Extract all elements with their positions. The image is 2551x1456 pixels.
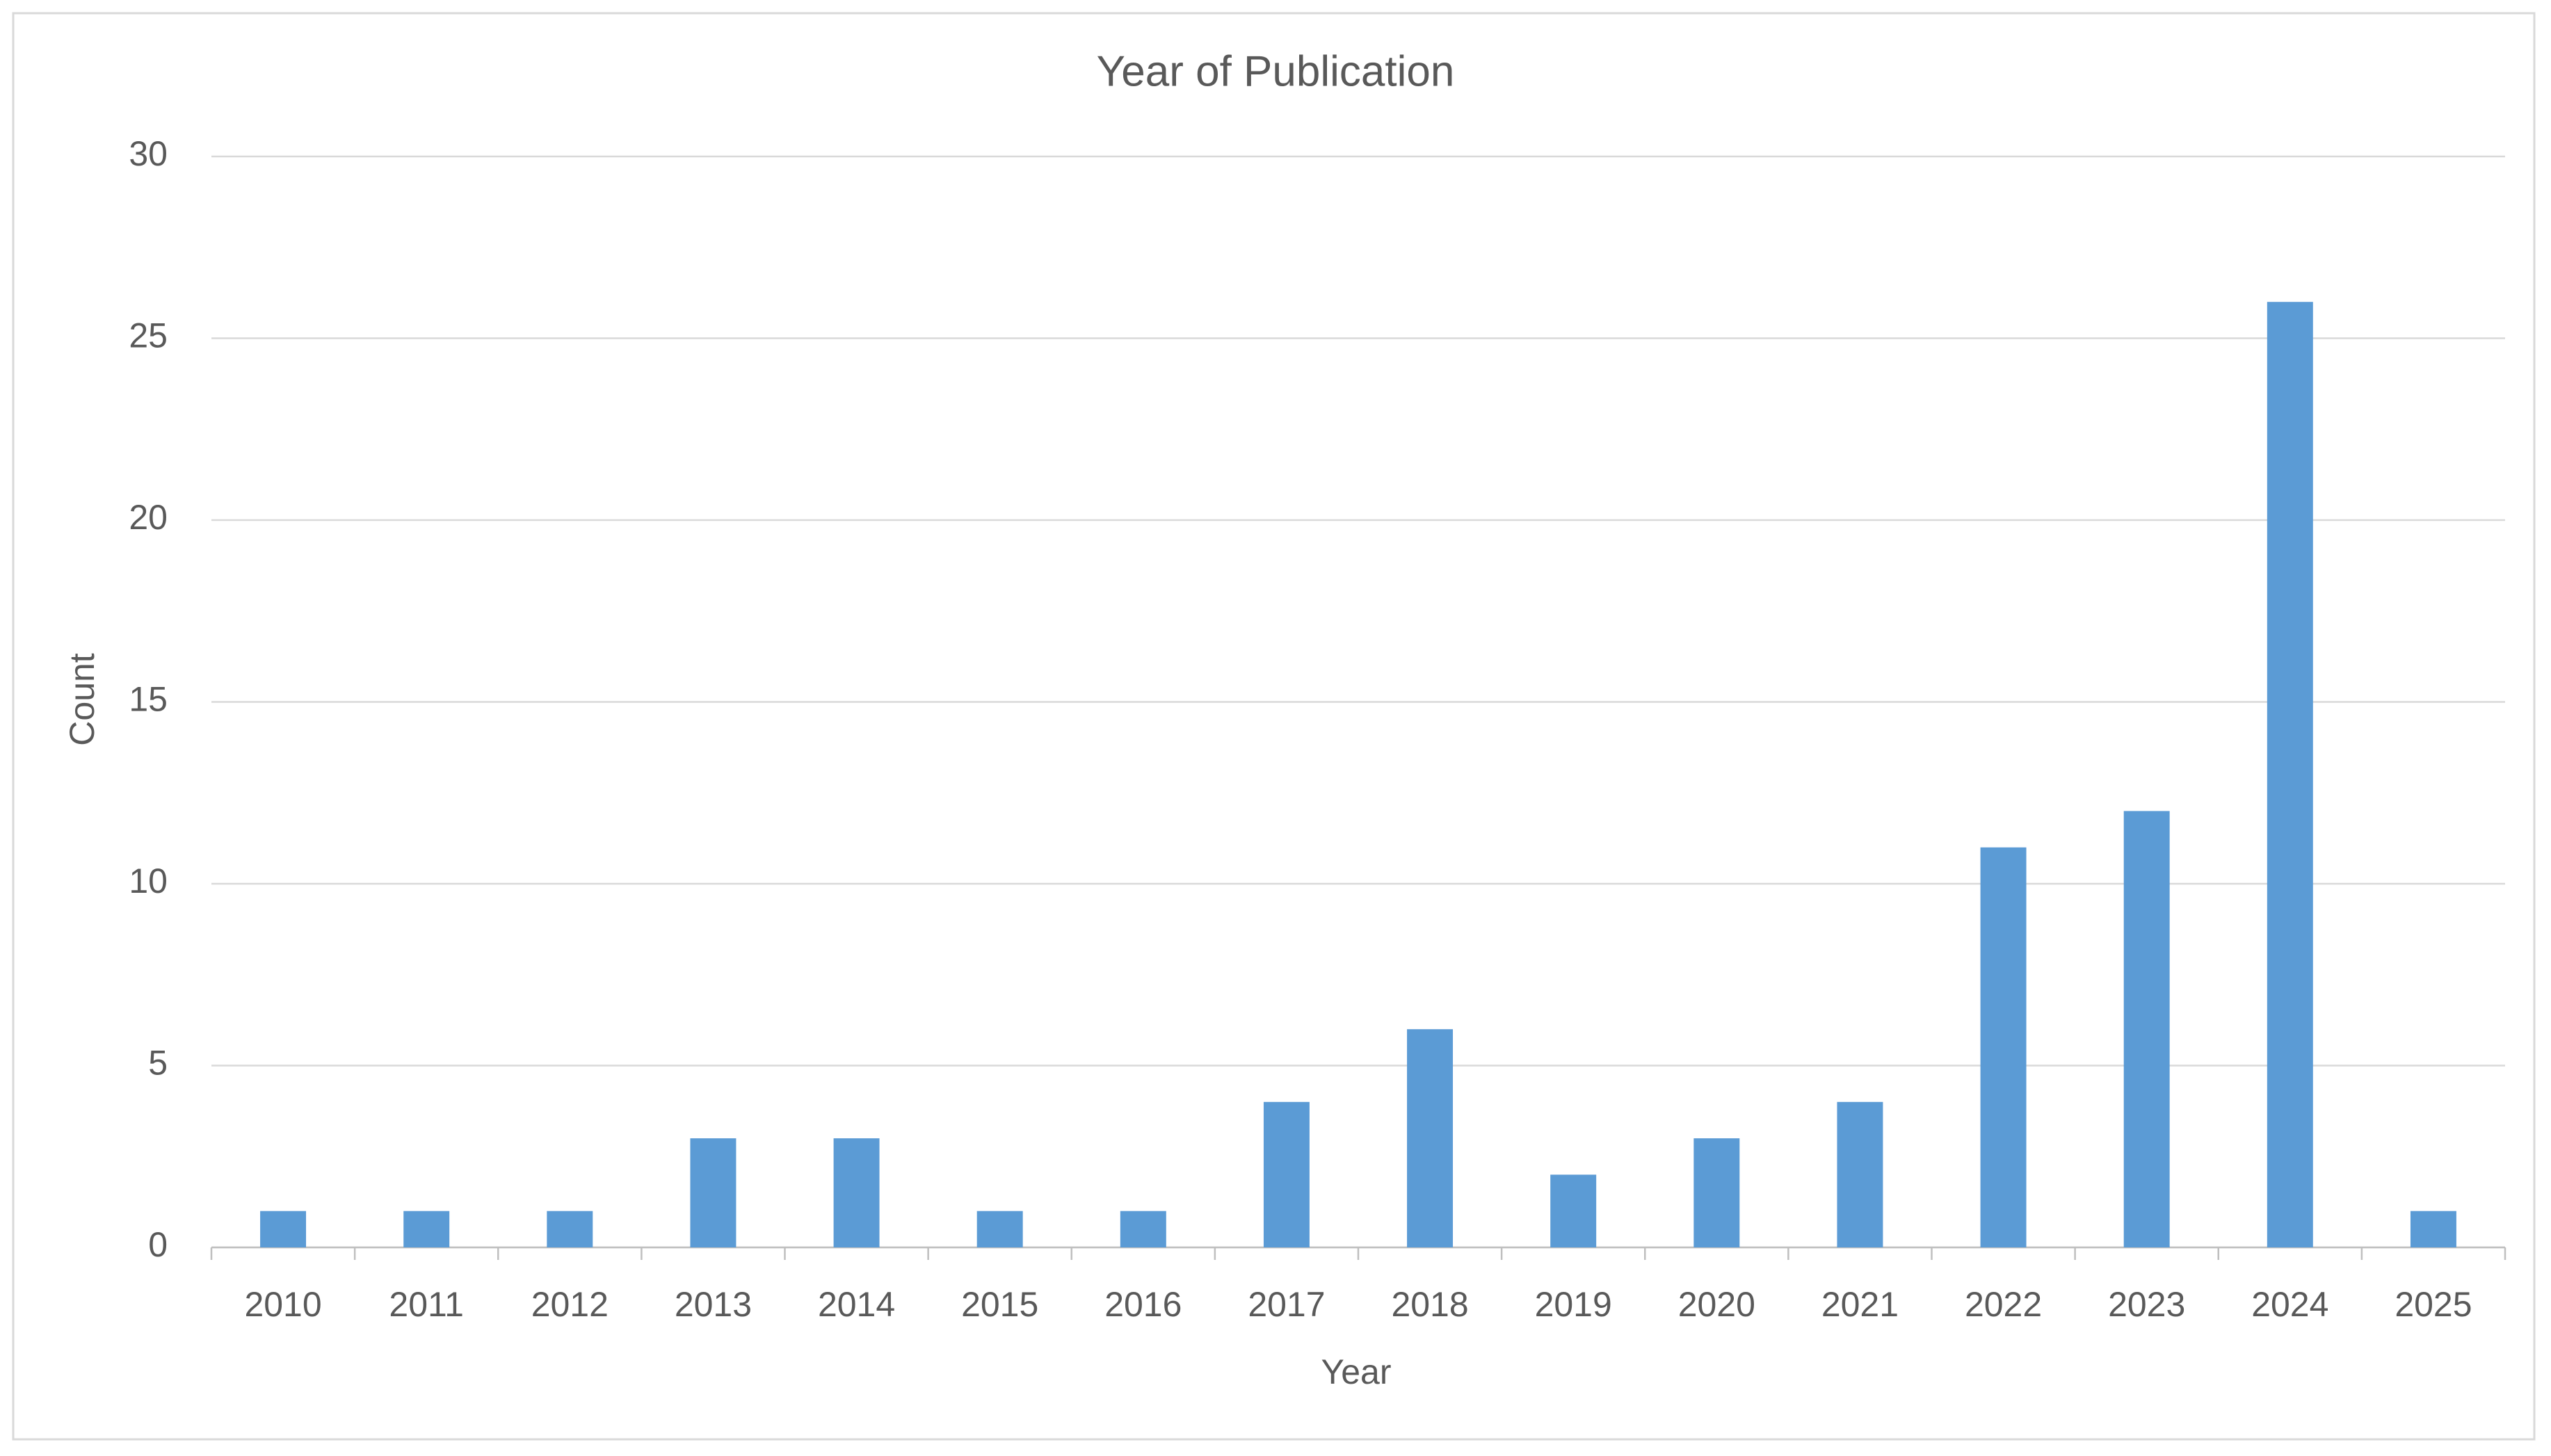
y-tick-label: 15 — [129, 680, 168, 719]
x-tick-label: 2015 — [961, 1285, 1038, 1324]
bar — [1550, 1174, 1597, 1247]
x-tick-label: 2016 — [1104, 1285, 1182, 1324]
x-tick-label: 2023 — [2108, 1285, 2185, 1324]
bar — [2410, 1211, 2456, 1247]
x-tick-label: 2024 — [2251, 1285, 2328, 1324]
y-tick-label: 10 — [129, 862, 168, 900]
bar — [1120, 1211, 1166, 1247]
x-tick-label: 2010 — [244, 1285, 321, 1324]
bar — [1263, 1101, 1310, 1247]
chart-title: Year of Publication — [1097, 47, 1455, 95]
bar — [1837, 1101, 1883, 1247]
x-tick-label: 2022 — [1965, 1285, 2042, 1324]
x-axis-label: Year — [1321, 1352, 1391, 1391]
x-tick-label: 2012 — [531, 1285, 609, 1324]
bar — [690, 1138, 737, 1247]
bar — [547, 1211, 593, 1247]
x-tick-label: 2014 — [818, 1285, 895, 1324]
y-tick-label: 5 — [148, 1044, 168, 1083]
x-tick-label: 2021 — [1821, 1285, 1899, 1324]
bar — [260, 1211, 307, 1247]
bar — [403, 1211, 450, 1247]
bar — [2267, 302, 2313, 1248]
bar — [1693, 1138, 1740, 1247]
bar — [1980, 847, 2027, 1247]
bar — [976, 1211, 1023, 1247]
y-tick-label: 25 — [129, 316, 168, 355]
y-tick-label: 20 — [129, 498, 168, 537]
x-tick-label: 2020 — [1678, 1285, 1755, 1324]
x-tick-label: 2018 — [1391, 1285, 1468, 1324]
x-tick-label: 2011 — [389, 1285, 464, 1324]
bar — [1407, 1029, 1454, 1247]
y-axis-label: Count — [63, 653, 102, 746]
bar — [2123, 811, 2170, 1247]
x-tick-label: 2025 — [2395, 1285, 2472, 1324]
x-tick-label: 2019 — [1535, 1285, 1612, 1324]
x-tick-label: 2013 — [675, 1285, 752, 1324]
y-tick-label: 30 — [129, 134, 168, 173]
y-tick-label: 0 — [148, 1225, 168, 1264]
bar — [833, 1138, 880, 1247]
x-tick-label: 2017 — [1248, 1285, 1325, 1324]
